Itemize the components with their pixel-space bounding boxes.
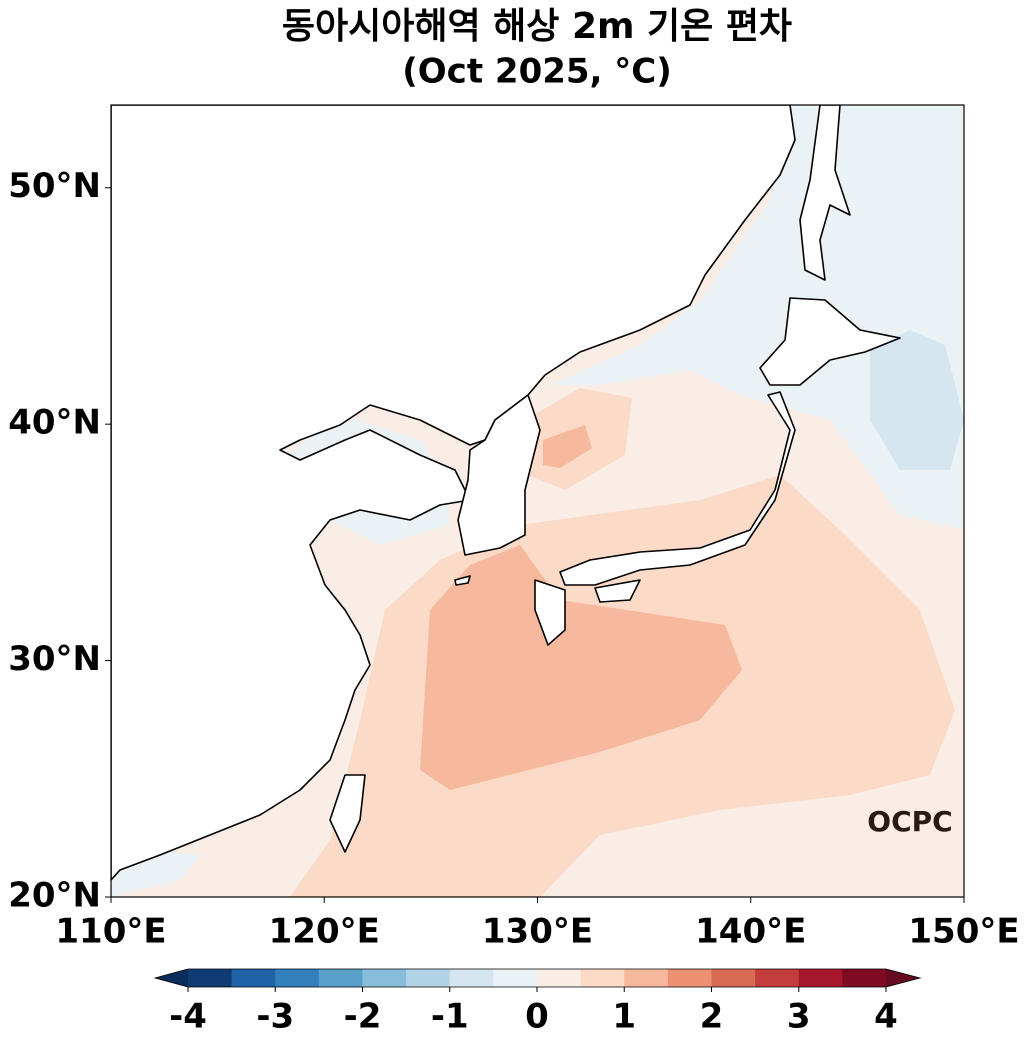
colorbar-tick-label: 3: [787, 997, 811, 1037]
x-tick-label: 130°E: [482, 912, 593, 952]
colorbar-segment: [188, 969, 233, 987]
coastline: [457, 394, 541, 556]
anomaly-field: [550, 105, 964, 530]
colorbar-tick-label: -3: [256, 997, 294, 1037]
colorbar-segment: [275, 969, 320, 987]
coastline: [759, 297, 901, 386]
y-tick-label: 40°N: [8, 403, 101, 443]
colorbar-segment: [711, 969, 756, 987]
colorbar-extend: [886, 969, 920, 987]
y-tick-label: 30°N: [8, 639, 101, 679]
colorbar-segment: [624, 969, 669, 987]
colorbar-segment: [231, 969, 276, 987]
y-tick-label: 20°N: [8, 876, 101, 916]
map-area: [111, 105, 964, 897]
x-tick-label: 110°E: [55, 912, 166, 952]
y-tick-label: 50°N: [8, 166, 101, 206]
x-tick-label: 120°E: [269, 912, 380, 952]
coastline: [799, 105, 851, 281]
colorbar-tick-label: -4: [169, 997, 207, 1037]
colorbar-extend: [155, 969, 188, 987]
colorbar-segment: [667, 969, 712, 987]
colorbar-tick-label: 1: [612, 997, 636, 1037]
colorbar-segment: [362, 969, 407, 987]
colorbar-segment: [798, 969, 843, 987]
colorbar-segment: [842, 969, 887, 987]
colorbar-segment: [755, 969, 800, 987]
x-tick-label: 140°E: [695, 912, 806, 952]
anomaly-field: [420, 545, 742, 790]
x-tick-label: 150°E: [908, 912, 1019, 952]
colorbar-tick-label: 0: [525, 997, 549, 1037]
colorbar-segment: [406, 969, 451, 987]
anomaly-field: [870, 330, 964, 470]
title: 동아시아해역 해상 2m 기온 편차: [282, 6, 792, 47]
coastline: [454, 575, 471, 586]
colorbar-segment: [537, 969, 582, 987]
colorbar-tick-label: 2: [700, 997, 724, 1037]
coastline: [594, 579, 641, 603]
colorbar-tick-label: -2: [344, 997, 382, 1037]
colorbar-segment: [493, 969, 538, 987]
anomaly-field: [543, 425, 592, 468]
logo: OCPC: [867, 805, 952, 838]
colorbar-tick-label: -1: [431, 997, 469, 1037]
subtitle: (Oct 2025, °C): [402, 52, 672, 92]
colorbar-segment: [318, 969, 363, 987]
coastline: [534, 579, 566, 646]
coastline: [329, 774, 366, 853]
colorbar-tick-label: 4: [874, 997, 898, 1037]
colorbar-segment: [449, 969, 494, 987]
coastline: [559, 391, 796, 586]
colorbar-segment: [580, 969, 625, 987]
coastline: [111, 105, 796, 881]
